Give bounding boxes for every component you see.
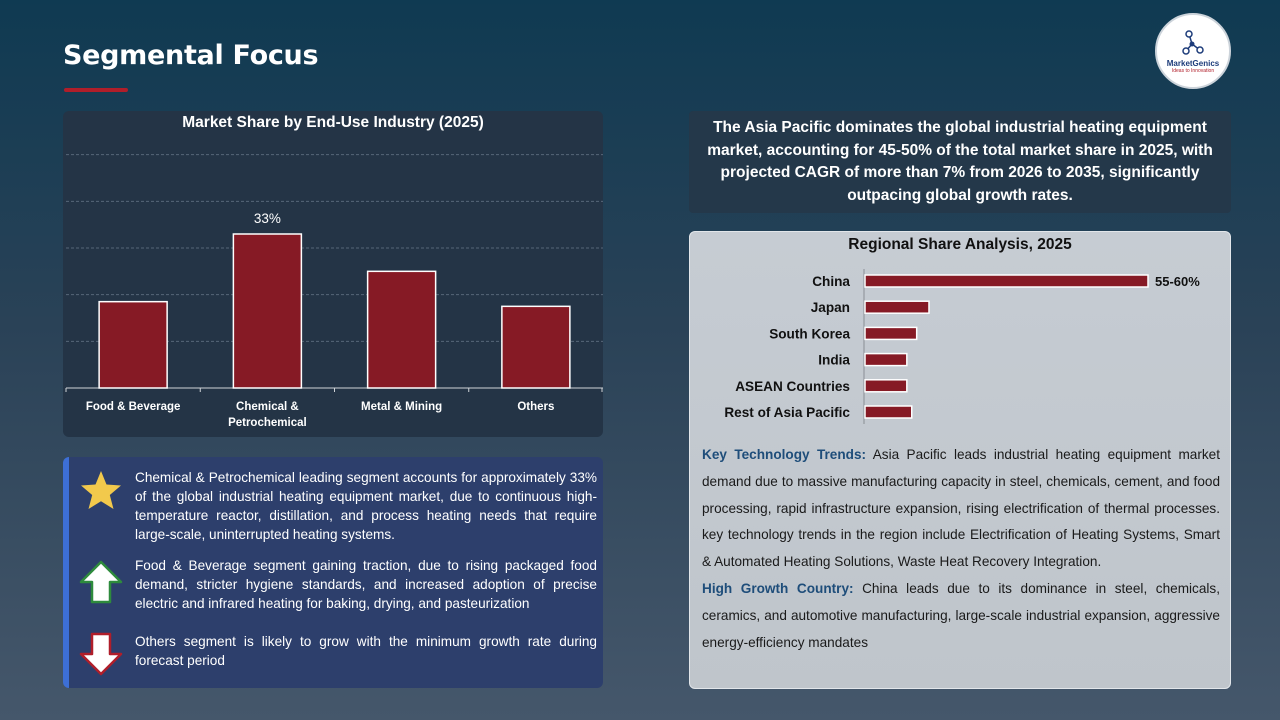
logo-tagline: Ideas to Innovation xyxy=(1171,67,1215,74)
star-icon xyxy=(81,471,121,509)
regional-chart-title: Regional Share Analysis, 2025 xyxy=(848,236,1072,253)
page-title: Segmental Focus xyxy=(63,40,319,71)
arrow-up-icon xyxy=(79,560,123,604)
logo-name: MarketGenics xyxy=(1166,58,1220,68)
key-trends-label: Key Technology Trends: xyxy=(702,447,867,462)
industry-bar-chart: Food & Beverage Chemical & Petrochemical 33… xyxy=(65,154,603,429)
bar-3 xyxy=(864,352,908,367)
insight-item-chemical: Chemical & Petrochemical leading segment… xyxy=(79,468,597,544)
regional-share-panel: Regional Share Analysis, 2025 China 55-60… xyxy=(689,231,1231,689)
bar-4 xyxy=(864,379,908,393)
network-icon xyxy=(1182,29,1204,55)
industry-chart-title: Market Share by End-Use Industry (2025) xyxy=(182,114,484,131)
x-tick-label: Metal & Mining xyxy=(361,401,442,413)
y-tick-label: South Korea xyxy=(769,326,850,341)
trends-text-block: Key Technology Trends: Asia Pacific lead… xyxy=(702,442,1220,656)
bar-0 xyxy=(864,274,1149,288)
bar-2 xyxy=(366,270,437,389)
growth-text: China leads due to its dominance in stee… xyxy=(702,580,1220,650)
y-tick-label: China xyxy=(812,274,850,289)
insight-text-food: Food & Beverage segment gaining traction… xyxy=(135,558,597,611)
high-growth-country: High Growth Country: China leads due to … xyxy=(702,576,1220,656)
bar-0 xyxy=(98,300,168,389)
x-tick-label: Food & Beverage xyxy=(86,401,181,413)
key-technology-trends: Key Technology Trends: Asia Pacific lead… xyxy=(702,442,1220,576)
segment-insights-panel: Chemical & Petrochemical leading segment… xyxy=(63,457,603,688)
regional-bar-chart: China 55-60% Japan South Korea India ASEAN Co… xyxy=(724,269,1200,424)
y-tick-label: India xyxy=(818,353,850,368)
x-tick-label: Chemical & xyxy=(236,401,299,413)
growth-label: High Growth Country: xyxy=(702,580,854,596)
insight-text-others: Others segment is likely to grow with th… xyxy=(135,634,597,668)
data-label: 55-60% xyxy=(1155,274,1200,289)
data-label: 33% xyxy=(254,211,281,226)
bar-3 xyxy=(501,305,571,389)
bar-1 xyxy=(232,233,303,389)
y-tick-label: Japan xyxy=(811,300,850,315)
insight-text-chemical: Chemical & Petrochemical leading segment… xyxy=(135,470,597,542)
asia-pacific-headline: The Asia Pacific dominates the global in… xyxy=(689,111,1231,213)
bar-1 xyxy=(864,300,930,314)
company-logo: MarketGenics Ideas to Innovation xyxy=(1155,13,1231,89)
bar-5 xyxy=(864,405,913,419)
insight-item-others: Others segment is likely to grow with th… xyxy=(79,632,597,676)
y-tick-label: Rest of Asia Pacific xyxy=(724,405,850,420)
insight-item-food: Food & Beverage segment gaining traction… xyxy=(79,556,597,613)
bar-2 xyxy=(864,326,918,341)
key-trends-text: Asia Pacific leads industrial heating eq… xyxy=(702,447,1220,570)
x-tick-label: Petrochemical xyxy=(228,417,307,429)
x-tick-label: Others xyxy=(517,401,554,413)
title-underline xyxy=(64,88,128,92)
arrow-down-icon xyxy=(79,632,123,676)
industry-chart-panel: Market Share by End-Use Industry (2025) … xyxy=(63,111,603,437)
y-tick-label: ASEAN Countries xyxy=(735,379,850,394)
